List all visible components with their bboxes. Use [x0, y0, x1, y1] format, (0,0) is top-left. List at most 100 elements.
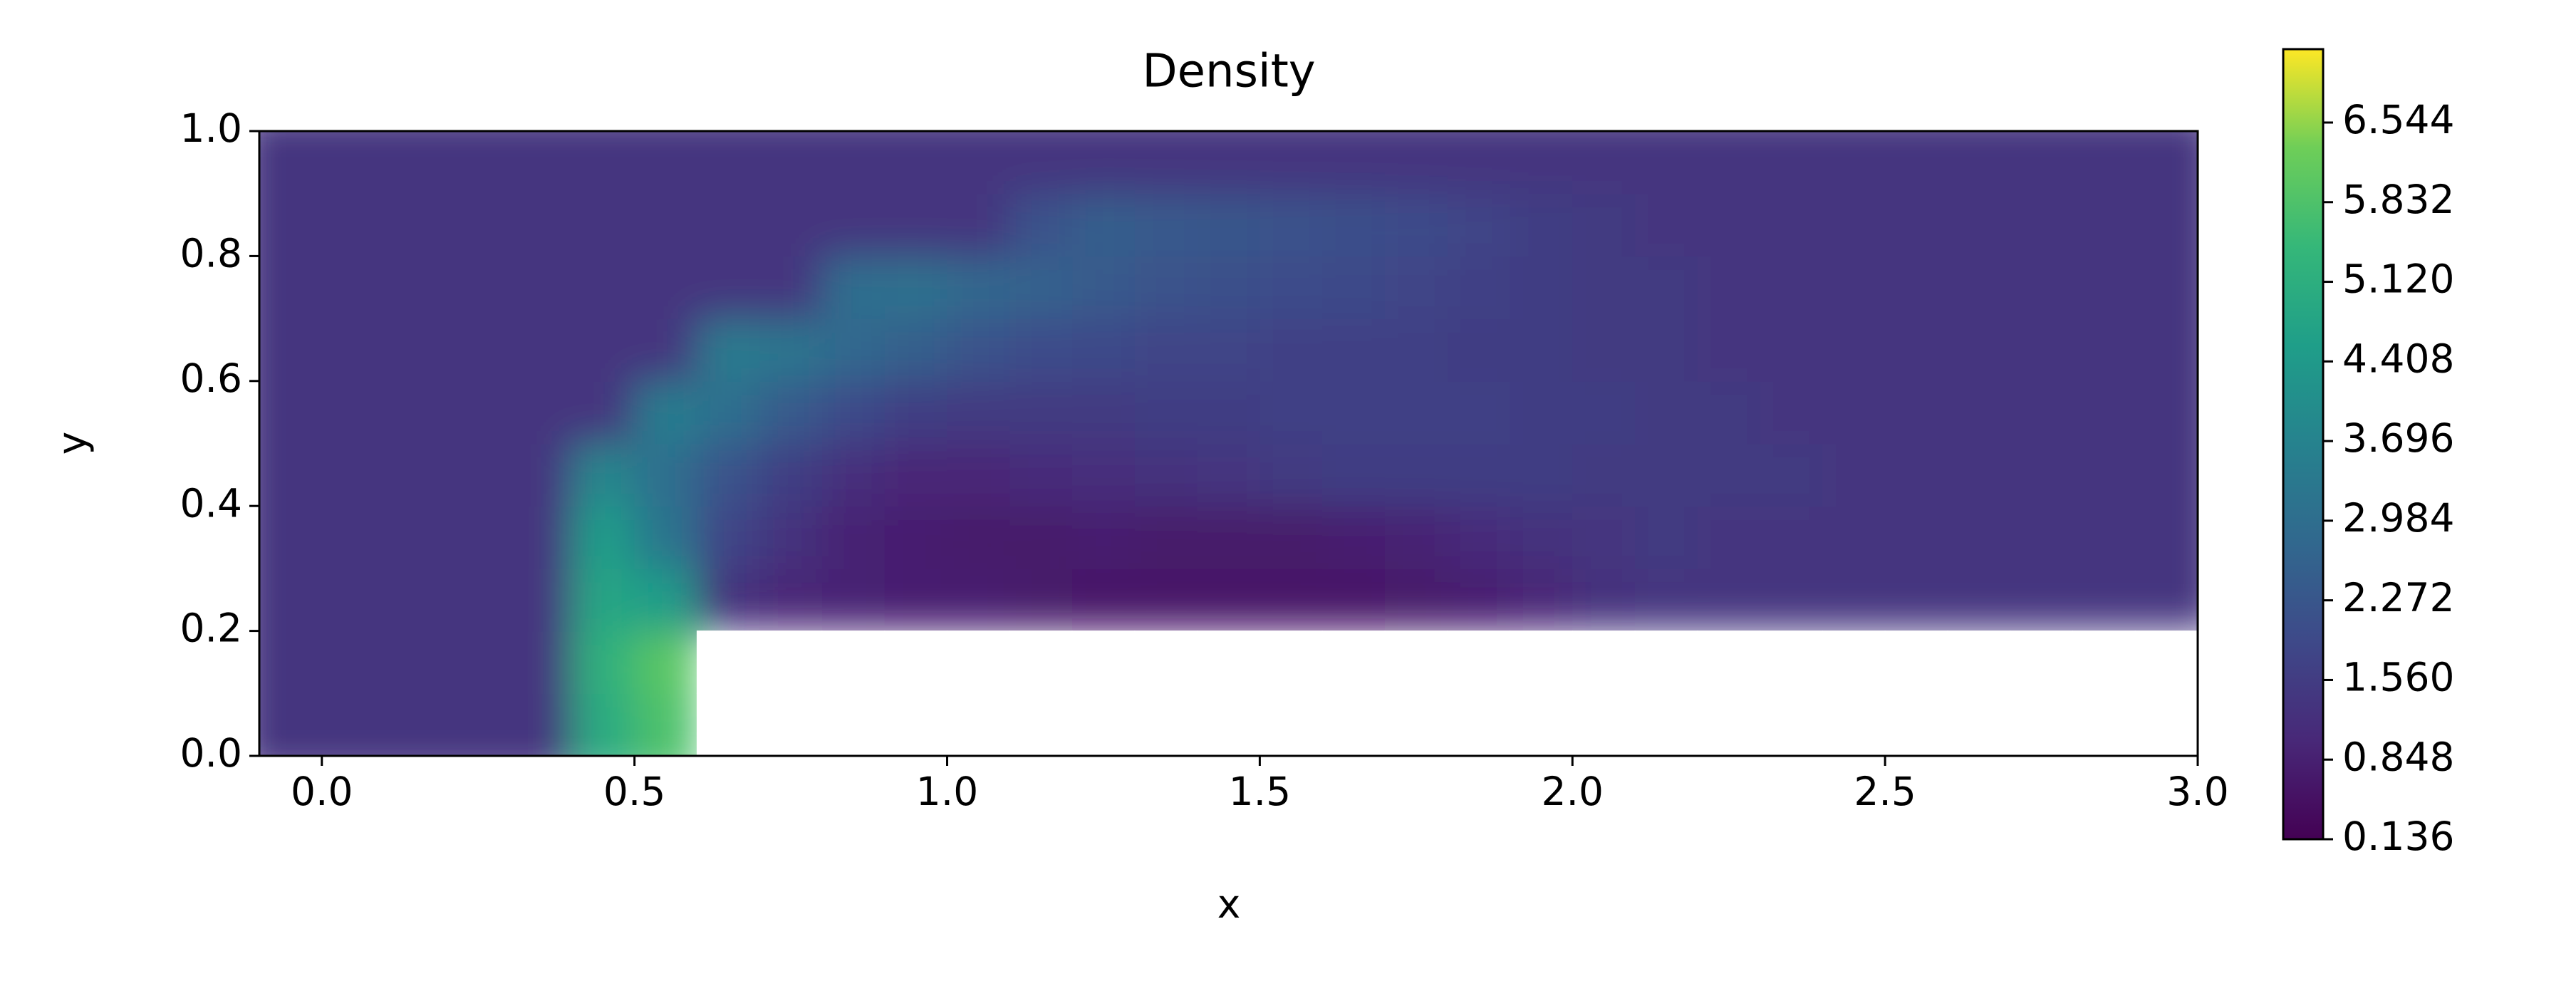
cell — [697, 131, 761, 194]
cell — [1260, 506, 1324, 569]
cell — [2010, 131, 2074, 194]
empty-cell — [1197, 692, 1260, 757]
cell — [1447, 568, 1511, 632]
cell — [1510, 131, 1574, 194]
empty-cell — [1509, 692, 1573, 757]
cell — [1947, 443, 2011, 507]
cell — [1072, 318, 1136, 382]
cell — [884, 131, 948, 194]
cell — [2010, 193, 2074, 257]
cell — [384, 506, 448, 569]
empty-cell — [1259, 630, 1323, 694]
cell — [1009, 568, 1074, 632]
cell — [884, 318, 948, 382]
cell — [2072, 193, 2136, 257]
cell — [1197, 318, 1261, 382]
colorbar-tick-label: 0.136 — [2342, 814, 2454, 859]
empty-cell — [821, 692, 886, 757]
cell — [1635, 318, 1698, 382]
cell — [1697, 256, 1761, 320]
cell — [1197, 568, 1261, 632]
empty-cell — [1071, 692, 1136, 757]
cell — [321, 630, 385, 695]
cell — [1760, 256, 1824, 320]
cell — [1384, 568, 1448, 632]
x-tick-label: 0.0 — [291, 769, 353, 814]
cell — [1260, 318, 1324, 382]
cell — [2010, 568, 2074, 632]
cell — [1009, 443, 1074, 507]
empty-cell — [1884, 630, 1948, 694]
cell — [2010, 318, 2074, 382]
cell — [321, 318, 385, 382]
cell — [321, 568, 385, 632]
empty-cell — [1760, 692, 1823, 757]
cell — [321, 506, 385, 569]
cell — [759, 568, 823, 632]
cell — [1822, 256, 1886, 320]
cell — [634, 318, 698, 382]
cell — [759, 256, 823, 320]
empty-cell — [2134, 692, 2198, 757]
cell — [2072, 318, 2136, 382]
cell — [571, 693, 635, 756]
empty-cell — [884, 630, 948, 694]
cell — [1822, 568, 1886, 632]
colorbar — [2282, 48, 2325, 841]
cell — [1510, 256, 1574, 320]
cell — [1760, 568, 1824, 632]
cell — [2072, 131, 2136, 194]
cell — [1134, 443, 1198, 507]
cell — [1572, 318, 1636, 382]
cell — [321, 131, 385, 194]
cell — [1384, 193, 1448, 257]
empty-cell — [1384, 630, 1448, 694]
cell — [1322, 568, 1386, 632]
empty-cell — [821, 630, 886, 694]
empty-cell — [1259, 692, 1323, 757]
cell — [259, 193, 323, 257]
cell — [1947, 506, 2011, 569]
colorbar-tick-label: 6.544 — [2342, 97, 2454, 142]
cell — [1009, 380, 1074, 445]
cell — [2010, 506, 2074, 569]
cell — [759, 131, 823, 194]
cell — [2135, 131, 2198, 194]
cell — [1384, 318, 1448, 382]
cell — [1197, 506, 1261, 569]
cell — [1510, 380, 1574, 445]
empty-cell — [1947, 630, 2011, 694]
cell — [759, 318, 823, 382]
cell — [259, 630, 323, 695]
cell — [1635, 193, 1698, 257]
cell — [1510, 568, 1574, 632]
cell — [509, 131, 573, 194]
cell — [509, 318, 573, 382]
empty-cell — [759, 630, 823, 694]
empty-cell — [1447, 630, 1510, 694]
cell — [697, 193, 761, 257]
cell — [1885, 318, 1948, 382]
cell — [1822, 380, 1886, 445]
empty-cell — [1447, 692, 1510, 757]
cell — [634, 630, 698, 695]
cell — [571, 443, 635, 507]
cell — [1447, 131, 1511, 194]
colorbar-tick-label: 5.832 — [2342, 177, 2454, 222]
cell — [447, 693, 511, 756]
cell — [321, 693, 385, 756]
empty-cell — [2134, 630, 2198, 694]
cell — [1572, 443, 1636, 507]
plot-frame — [258, 130, 2199, 757]
cell — [571, 256, 635, 320]
cell — [571, 568, 635, 632]
cell — [1822, 193, 1886, 257]
cell — [1572, 506, 1636, 569]
cell — [821, 380, 886, 445]
cell — [384, 131, 448, 194]
cell — [2135, 443, 2198, 507]
cell — [509, 568, 573, 632]
cell — [947, 318, 1011, 382]
empty-cell — [1572, 692, 1636, 757]
cell — [697, 568, 761, 632]
